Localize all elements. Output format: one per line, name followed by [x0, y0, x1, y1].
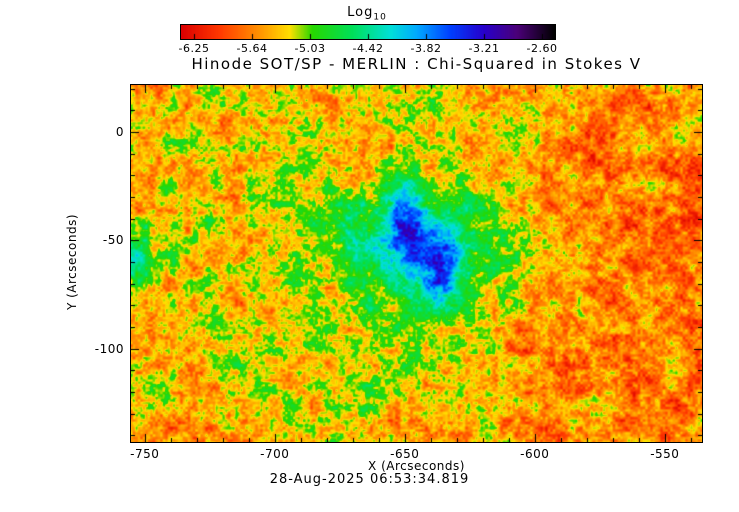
colorbar: [180, 24, 556, 40]
colorbar-title-base: Log: [347, 5, 374, 20]
cb-tick-label: -3.82: [410, 42, 442, 55]
timestamp: 28-Aug-2025 06:53:34.819: [269, 472, 470, 487]
cb-tick-label: -6.25: [178, 42, 210, 55]
y-tick-label: -100: [94, 341, 124, 356]
plot-frame: [130, 84, 703, 443]
chart-title: Hinode SOT/SP - MERLIN : Chi-Squared in …: [191, 55, 642, 73]
cb-tick-label: -3.21: [468, 42, 500, 55]
y-tick-label: -50: [102, 233, 124, 248]
x-axis-label: X (Arcseconds): [368, 459, 465, 473]
cb-tick-label: -5.03: [294, 42, 326, 55]
y-tick-label: 0: [115, 125, 124, 140]
heatmap-canvas: [131, 85, 702, 442]
colorbar-title: Log10: [347, 5, 387, 23]
cb-tick-label: -4.42: [352, 42, 384, 55]
colorbar-gradient: [181, 25, 555, 39]
cb-tick-label: -2.60: [526, 42, 558, 55]
cb-tick-label: -5.64: [236, 42, 268, 55]
colorbar-title-sub: 10: [373, 12, 387, 23]
y-axis-label: Y (Arcseconds): [65, 213, 79, 311]
